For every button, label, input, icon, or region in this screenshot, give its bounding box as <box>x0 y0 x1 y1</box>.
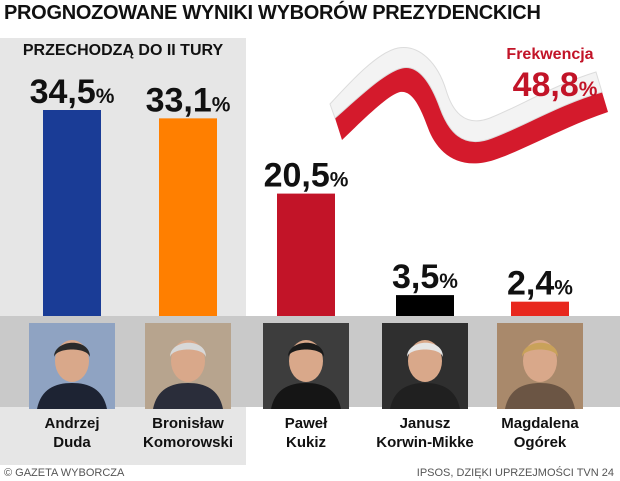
results-bar-chart: 34,5% 33,1% 20,5% 3,5% 2,4% <box>30 73 573 316</box>
candidate-first-name: Paweł <box>284 415 328 432</box>
bar-value-label-4: 3,5% <box>392 258 458 296</box>
candidate-photo-1 <box>29 323 115 409</box>
candidate-first-name: Magdalena <box>501 415 579 432</box>
turnout-unit: % <box>578 78 598 101</box>
candidate-name-4: Janusz Korwin-Mikke <box>368 414 482 452</box>
turnout-label: Frekwencja <box>506 46 594 63</box>
candidate-name-1: Andrzej Duda <box>15 414 129 452</box>
candidate-last-name: Duda <box>53 434 91 451</box>
candidate-name-3: Paweł Kukiz <box>249 414 363 452</box>
candidate-last-name: Ogórek <box>513 434 567 451</box>
candidate-first-name: Janusz <box>399 415 451 432</box>
bar-value-label-5: 2,4% <box>507 265 573 303</box>
candidate-name-2: Bronisław Komorowski <box>131 414 245 452</box>
candidate-photo-4 <box>382 323 468 409</box>
bar-value-label-3: 20,5% <box>264 157 349 195</box>
candidate-last-name: Komorowski <box>142 434 233 451</box>
bar-value-label-2: 33,1% <box>146 81 231 119</box>
credit-left: © GAZETA WYBORCZA <box>4 467 125 479</box>
bar-4 <box>396 295 454 316</box>
bar-3 <box>277 193 335 316</box>
candidate-photo-3 <box>263 323 349 409</box>
candidate-first-name: Andrzej <box>44 415 100 432</box>
candidate-photo-2 <box>145 323 231 409</box>
bar-2 <box>159 118 217 316</box>
flag-ribbon-graphic <box>329 47 608 164</box>
candidate-first-name: Bronisław <box>152 415 224 432</box>
turnout-value: 48,8% <box>500 66 610 105</box>
chart-title: PROGNOZOWANE WYNIKI WYBORÓW PREZYDENCKIC… <box>4 2 541 24</box>
turnout-number: 48,8 <box>512 66 579 104</box>
bar-5 <box>511 301 569 316</box>
candidate-last-name: Kukiz <box>285 434 326 451</box>
runoff-label: PRZECHODZĄ DO II TURY <box>22 42 224 59</box>
bar-1 <box>43 110 101 316</box>
candidate-photo-5 <box>497 323 583 409</box>
bar-value-label-1: 34,5% <box>30 73 115 111</box>
candidate-last-name: Korwin-Mikke <box>376 434 474 451</box>
credit-right: IPSOS, DZIĘKI UPRZEJMOŚCI TVN 24 <box>416 467 614 479</box>
candidate-name-5: Magdalena Ogórek <box>483 414 597 452</box>
